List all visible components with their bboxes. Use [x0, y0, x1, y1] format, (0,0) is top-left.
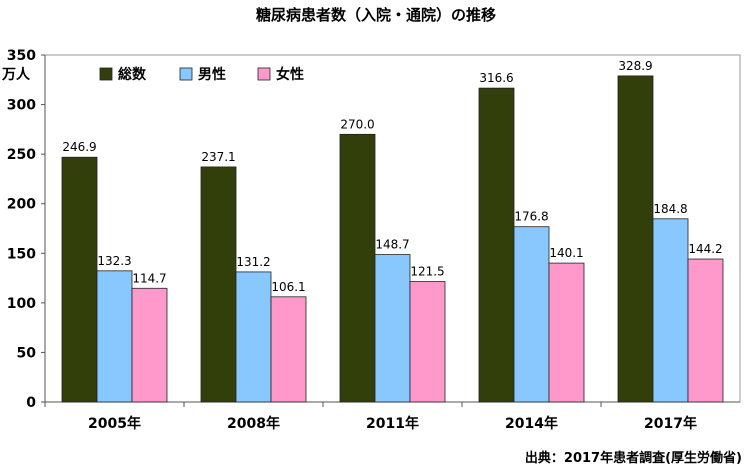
x-category-label: 2008年: [227, 415, 280, 432]
legend-swatch: [257, 67, 271, 81]
data-label: 106.1: [271, 280, 305, 294]
data-label: 144.2: [688, 242, 722, 256]
bar-女性-2017年: [687, 258, 724, 403]
x-category-label: 2014年: [505, 415, 558, 432]
bar-女性-2014年: [548, 262, 585, 403]
bar-総数-2008年: [200, 166, 237, 403]
y-tick-label: 50: [17, 345, 37, 361]
bar-女性-2005年: [131, 287, 168, 403]
bar-総数-2005年: [61, 156, 98, 403]
legend-label: 男性: [198, 66, 226, 83]
y-tick-label: 0: [26, 395, 36, 411]
y-axis-unit: 万人: [1, 66, 31, 83]
data-label: 328.9: [618, 59, 652, 73]
bar-総数-2011年: [339, 133, 376, 403]
bar-総数-2017年: [617, 75, 654, 403]
data-label: 140.1: [549, 246, 583, 260]
legend-swatch: [179, 67, 193, 81]
bar-女性-2011年: [409, 281, 446, 403]
source-note: 出典：2017年患者調査(厚生労働省): [525, 450, 742, 466]
x-category-label: 2011年: [366, 415, 419, 432]
data-label: 184.8: [653, 202, 687, 216]
bar-男性-2017年: [652, 218, 689, 403]
y-tick-label: 300: [7, 98, 36, 114]
y-tick-label: 100: [7, 296, 36, 312]
y-tick-label: 150: [7, 246, 36, 262]
data-label: 131.2: [236, 255, 270, 269]
data-label: 246.9: [62, 140, 96, 154]
data-label: 237.1: [201, 150, 235, 164]
y-tick-label: 200: [7, 197, 36, 213]
bar-男性-2011年: [374, 254, 411, 403]
data-label: 114.7: [132, 271, 166, 285]
x-category-label: 2017年: [644, 415, 697, 432]
legend-swatch: [99, 67, 113, 81]
legend-label: 総数: [118, 66, 147, 83]
x-category-label: 2005年: [88, 415, 141, 432]
data-label: 316.6: [479, 71, 513, 85]
bar-男性-2005年: [96, 270, 133, 403]
data-label: 176.8: [514, 210, 548, 224]
data-label: 270.0: [340, 117, 374, 131]
bar-女性-2008年: [270, 296, 307, 403]
bar-総数-2014年: [478, 87, 515, 403]
bar-男性-2014年: [513, 226, 550, 403]
y-tick-label: 250: [7, 147, 36, 163]
legend-label: 女性: [276, 66, 304, 83]
y-tick-label: 350: [7, 48, 36, 64]
data-label: 132.3: [97, 254, 131, 268]
chart-title: 糖尿病患者数（入院・通院）の推移: [256, 6, 496, 24]
bar-男性-2008年: [235, 271, 272, 403]
data-label: 121.5: [410, 265, 444, 279]
data-label: 148.7: [375, 238, 409, 252]
